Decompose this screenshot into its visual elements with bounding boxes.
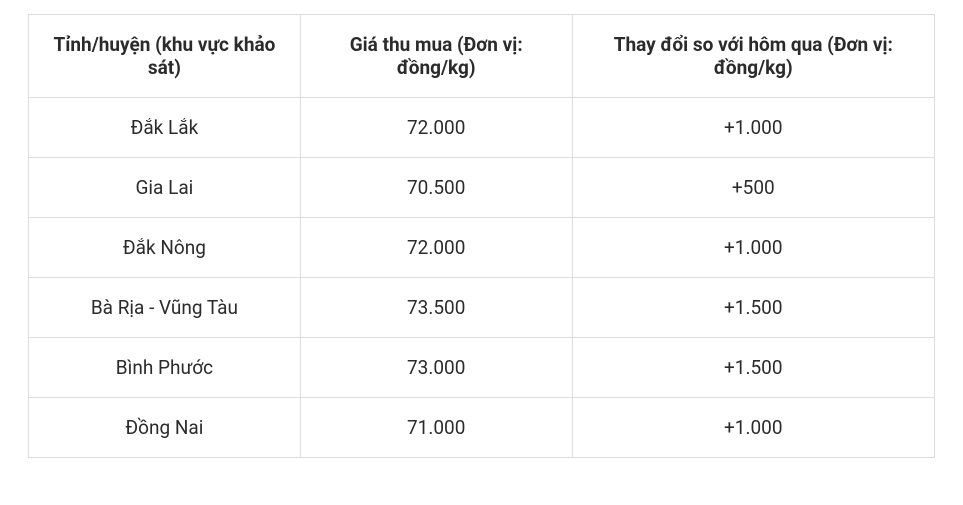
header-change: Thay đổi so với hôm qua (Đơn vị: đồng/kg… (572, 15, 934, 98)
cell-province: Đắk Lắk (29, 98, 301, 158)
cell-change: +1.000 (572, 218, 934, 278)
cell-province: Đắk Nông (29, 218, 301, 278)
cell-price: 73.000 (300, 338, 572, 398)
cell-price: 72.000 (300, 98, 572, 158)
table-row: Đồng Nai 71.000 +1.000 (29, 398, 935, 458)
cell-change: +1.500 (572, 278, 934, 338)
cell-price: 73.500 (300, 278, 572, 338)
cell-province: Đồng Nai (29, 398, 301, 458)
header-price: Giá thu mua (Đơn vị: đồng/kg) (300, 15, 572, 98)
price-table: Tỉnh/huyện (khu vực khảo sát) Giá thu mu… (28, 14, 935, 458)
cell-price: 70.500 (300, 158, 572, 218)
cell-province: Bình Phước (29, 338, 301, 398)
table-row: Bình Phước 73.000 +1.500 (29, 338, 935, 398)
cell-change: +1.000 (572, 98, 934, 158)
header-province: Tỉnh/huyện (khu vực khảo sát) (29, 15, 301, 98)
cell-price: 71.000 (300, 398, 572, 458)
cell-change: +1.500 (572, 338, 934, 398)
table-header-row: Tỉnh/huyện (khu vực khảo sát) Giá thu mu… (29, 15, 935, 98)
table-row: Bà Rịa - Vũng Tàu 73.500 +1.500 (29, 278, 935, 338)
cell-change: +1.000 (572, 398, 934, 458)
table-row: Gia Lai 70.500 +500 (29, 158, 935, 218)
cell-province: Gia Lai (29, 158, 301, 218)
table-row: Đắk Nông 72.000 +1.000 (29, 218, 935, 278)
table-row: Đắk Lắk 72.000 +1.000 (29, 98, 935, 158)
cell-change: +500 (572, 158, 934, 218)
cell-province: Bà Rịa - Vũng Tàu (29, 278, 301, 338)
cell-price: 72.000 (300, 218, 572, 278)
